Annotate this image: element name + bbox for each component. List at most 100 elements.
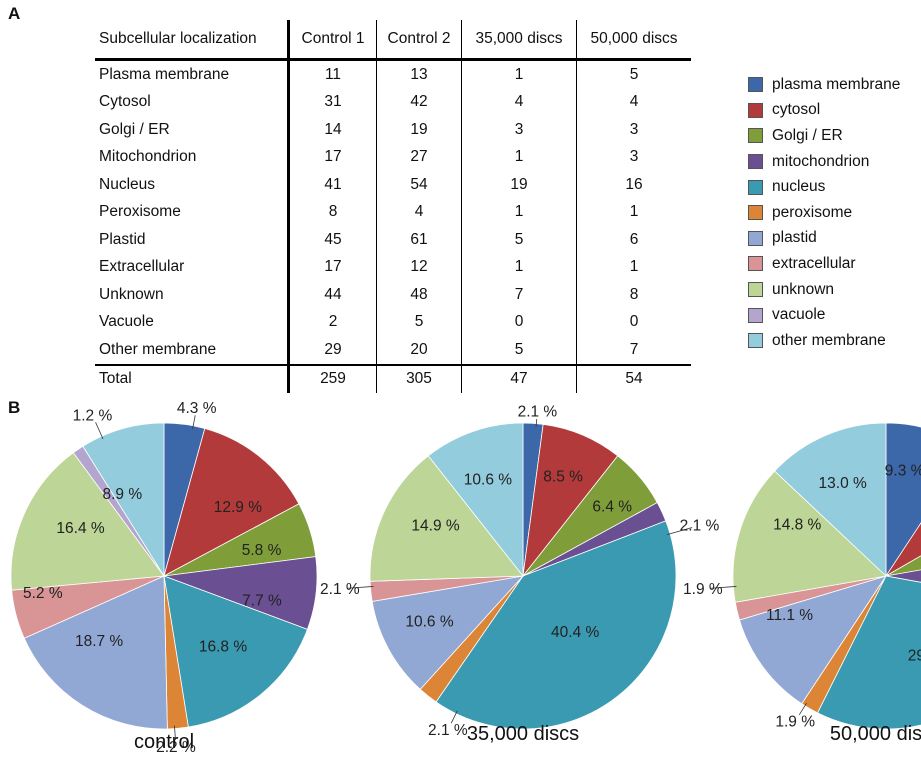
pie-slice	[885, 422, 921, 578]
legend-label: unknown	[772, 280, 835, 298]
table-cell: 54	[376, 171, 462, 199]
table-row: Plasma membrane 11 13 1 5	[95, 59, 691, 89]
pie-slice	[371, 575, 525, 690]
leader-line	[667, 527, 693, 536]
leader-line	[798, 702, 807, 716]
slice-label: 2.2 %	[156, 739, 196, 756]
table-cell: 3	[576, 143, 691, 171]
row-label: Vacuole	[99, 313, 154, 331]
pie-chart: 2.1 % 8.5 % 6.4 % 2.1 % 40.4 % 2.1 % 10.6 % 2.1…	[320, 403, 719, 745]
table-cell: 8	[287, 198, 377, 226]
slice-label: 1.9 %	[683, 581, 723, 598]
leader-line	[535, 418, 538, 427]
table-row: Other membrane 29 20 5 7	[95, 336, 691, 365]
table-cell: 48	[376, 281, 462, 309]
legend-label: Golgi / ER	[772, 126, 843, 144]
legend-swatch	[748, 205, 763, 221]
pie-slice	[885, 522, 921, 577]
column-header: Control 2	[376, 20, 462, 61]
table-cell: 42	[376, 88, 462, 116]
table-cell: 7	[461, 281, 577, 309]
table-cell: 16	[576, 171, 691, 199]
pie-slice	[732, 470, 887, 603]
table-cell: 0	[461, 308, 577, 336]
slice-label: 1.2 %	[73, 407, 113, 424]
table-row: Cytosol 31 42 4 4	[95, 88, 691, 116]
row-label: Cytosol	[99, 93, 151, 111]
row-label: Unknown	[99, 285, 164, 303]
table-row: Golgi / ER 14 19 3 3	[95, 116, 691, 144]
slice-label: 8.9 %	[103, 486, 143, 503]
row-label: Peroxisome	[99, 203, 181, 221]
legend-swatch	[748, 102, 763, 118]
slice-label: 1.9 %	[775, 713, 815, 730]
pie-slice	[10, 452, 165, 591]
leader-line	[347, 586, 374, 589]
slice-label: 5.2 %	[23, 585, 63, 602]
row-label: Mitochondrion	[99, 148, 197, 166]
table-cell: 20	[376, 336, 462, 365]
pie-slice	[816, 575, 921, 730]
slice-label: 16.4 %	[56, 520, 104, 537]
table-cell: 17	[287, 143, 377, 171]
pie-chart: 9.3 % 29.6 % 1.9 % 11.1 % 1.9 % 14.8 % 13.0 % 5…	[683, 422, 921, 745]
pie-slice	[435, 520, 677, 730]
legend-label: extracellular	[772, 254, 856, 272]
table-cell: 19	[376, 116, 462, 144]
legend-swatch	[748, 333, 763, 349]
table-cell: 2	[287, 308, 377, 336]
pie-slice	[738, 575, 887, 705]
slice-label: 2.1 %	[680, 517, 720, 534]
legend-swatch	[748, 128, 763, 144]
table-row: Mitochondrion 17 27 1 3	[95, 143, 691, 171]
table-row: Peroxisome 8 4 1 1	[95, 198, 691, 226]
slice-label: 16.8 %	[199, 638, 247, 655]
table-cell: 45	[287, 226, 377, 254]
legend-label: peroxisome	[772, 203, 853, 221]
slice-label: 2.1 %	[320, 581, 360, 598]
legend-label: plastid	[772, 229, 817, 247]
table-row: Plastid 45 61 5 6	[95, 226, 691, 254]
pie-title: 50,000 discs	[830, 723, 921, 745]
table-cell: 259	[287, 363, 377, 393]
localization-table: Subcellular localization Control 1 Contr…	[95, 20, 691, 393]
slice-label: 10.6 %	[405, 614, 453, 631]
slice-label: 2.1 %	[428, 722, 468, 739]
slice-label: 5.8 %	[242, 542, 282, 559]
legend-item: nucleus	[748, 174, 900, 200]
row-label: Other membrane	[99, 340, 217, 358]
pie-slice	[885, 569, 921, 583]
row-label: Extracellular	[99, 258, 185, 276]
table-cell: 19	[461, 171, 577, 199]
legend-label: vacuole	[772, 306, 826, 324]
legend-label: nucleus	[772, 178, 826, 196]
table-cell: 4	[576, 88, 691, 116]
pie-title: control	[134, 731, 194, 753]
legend-label: cytosol	[772, 101, 821, 119]
pie-title: 35,000 discs	[467, 723, 579, 745]
table-row: Nucleus 41 54 19 16	[95, 171, 691, 199]
column-header: Subcellular localization	[95, 20, 289, 61]
table-cell: 17	[287, 253, 377, 281]
row-label: Plasma membrane	[99, 65, 230, 83]
panel-label-b: B	[8, 398, 21, 417]
pie-slice	[163, 428, 300, 577]
table-cell: 54	[576, 363, 691, 393]
slice-label: 11.1 %	[766, 607, 813, 624]
table-row: Extracellular 17 12 1 1	[95, 253, 691, 281]
column-header: 35,000 discs	[461, 20, 577, 61]
leader-line	[450, 710, 458, 724]
table-cell: 5	[576, 59, 691, 89]
legend-item: plasma membrane	[748, 72, 900, 98]
table-cell: 14	[287, 116, 377, 144]
table-cell: 41	[287, 171, 377, 199]
legend-item: unknown	[748, 277, 900, 303]
pie-slice	[369, 455, 524, 582]
table-cell: 5	[461, 336, 577, 365]
table-cell: 31	[287, 88, 377, 116]
pie-slice	[885, 555, 921, 577]
legend-label: plasma membrane	[772, 75, 901, 93]
legend-item: plastid	[748, 226, 900, 252]
pie-slice	[774, 422, 887, 577]
legend-item: extracellular	[748, 251, 900, 277]
